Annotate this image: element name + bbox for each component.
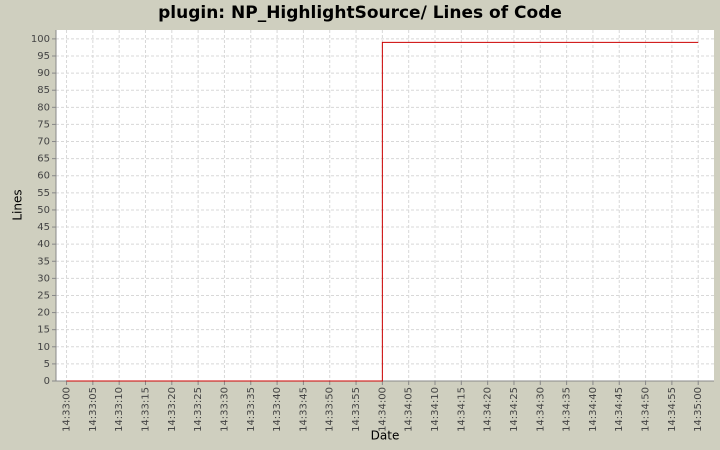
y-tick-label: 55 <box>37 188 50 199</box>
y-tick-label: 50 <box>37 205 50 216</box>
x-tick-label: 14:34:50 <box>641 387 652 432</box>
y-tick-label: 65 <box>37 154 50 165</box>
x-tick-label: 14:34:45 <box>614 387 625 432</box>
x-tick-label: 14:34:30 <box>535 387 546 432</box>
x-tick-label: 14:34:00 <box>377 387 388 432</box>
y-tick-label: 35 <box>37 256 50 267</box>
y-tick-label: 70 <box>37 137 50 148</box>
x-tick-label: 14:33:55 <box>351 387 362 432</box>
y-axis-label: Lines <box>11 189 25 220</box>
x-axis-label: Date <box>371 429 400 443</box>
x-tick-label: 14:34:35 <box>562 387 573 432</box>
x-tick-label: 14:33:25 <box>193 387 204 432</box>
y-tick-label: 80 <box>37 102 50 113</box>
y-tick-label: 30 <box>37 273 50 284</box>
y-tick-label: 60 <box>37 171 50 182</box>
x-tick-label: 14:33:10 <box>114 387 125 432</box>
x-tick-label: 14:33:20 <box>167 387 178 432</box>
x-tick-label: 14:34:40 <box>588 387 599 432</box>
y-tick-label: 5 <box>44 359 50 370</box>
y-tick-label: 0 <box>44 376 50 387</box>
x-tick-label: 14:34:15 <box>456 387 467 432</box>
plot-area <box>56 30 714 381</box>
y-tick-label: 75 <box>37 119 50 130</box>
y-tick-label: 15 <box>37 325 50 336</box>
x-tick-label: 14:34:05 <box>404 387 415 432</box>
y-tick-label: 85 <box>37 85 50 96</box>
x-tick-label: 14:34:55 <box>667 387 678 432</box>
y-tick-label: 25 <box>37 290 50 301</box>
x-tick-label: 14:33:50 <box>325 387 336 432</box>
x-tick-label: 14:34:20 <box>483 387 494 432</box>
x-tick-label: 14:33:30 <box>219 387 230 432</box>
chart-title: plugin: NP_HighlightSource/ Lines of Cod… <box>158 3 562 23</box>
y-tick-label: 40 <box>37 239 50 250</box>
x-tick-label: 14:33:35 <box>246 387 257 432</box>
y-tick-label: 45 <box>37 222 50 233</box>
y-tick-label: 90 <box>37 68 50 79</box>
y-tick-label: 95 <box>37 51 50 62</box>
x-tick-label: 14:33:15 <box>140 387 151 432</box>
data-line <box>66 41 699 382</box>
x-tick-label: 14:33:45 <box>298 387 309 432</box>
x-tick-label: 14:34:10 <box>430 387 441 432</box>
x-tick-label: 14:33:00 <box>62 387 73 432</box>
y-tick-label: 20 <box>37 308 50 319</box>
x-tick-label: 14:34:25 <box>509 387 520 432</box>
x-tick-label: 14:33:40 <box>272 387 283 432</box>
x-tick-label: 14:33:05 <box>88 387 99 432</box>
y-tick-label: 10 <box>37 342 50 353</box>
x-tick-label: 14:35:00 <box>693 387 704 432</box>
y-tick-label: 100 <box>31 34 50 45</box>
